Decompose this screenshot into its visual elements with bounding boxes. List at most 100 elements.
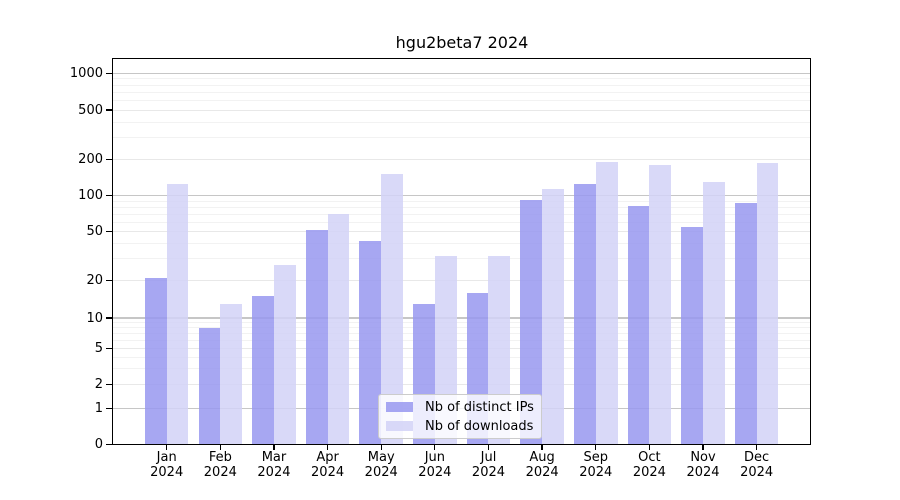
x-tick-jun (434, 444, 436, 450)
legend-label-distinct-ips: Nb of distinct IPs (425, 399, 534, 415)
legend-swatch-downloads (386, 421, 413, 431)
bar-distinct-ips-may (359, 241, 382, 445)
y-tick-label-20: 20 (86, 273, 103, 288)
bar-downloads-mar (273, 264, 296, 445)
bar-distinct-ips-dec (734, 202, 757, 445)
y-tick-label-200: 200 (78, 151, 103, 167)
x-tick-nov (702, 444, 704, 450)
bar-downloads-may (381, 173, 404, 445)
y-tick-2 (106, 383, 113, 386)
gridline-50 (113, 231, 811, 233)
gridline-minor-8 (113, 327, 811, 329)
x-tick-label-jun: Jun 2024 (418, 450, 452, 480)
bar-distinct-ips-feb (198, 327, 221, 445)
gridline-500 (113, 109, 811, 111)
bar-downloads-jan (166, 184, 189, 445)
gridline-minor-4 (113, 356, 811, 358)
bar-distinct-ips-nov (681, 226, 703, 445)
bar-distinct-ips-mar (252, 296, 274, 445)
x-tick-apr (326, 444, 329, 450)
y-tick-label-10: 10 (86, 310, 103, 326)
bar-downloads-feb (220, 303, 243, 445)
gridline-minor-7 (113, 333, 811, 335)
x-tick-dec (755, 444, 758, 450)
bar-downloads-nov (703, 181, 725, 445)
chart-title: hgu2beta7 2024 (395, 33, 529, 52)
gridline-minor-80 (113, 206, 811, 208)
gridline-major-10 (113, 317, 811, 319)
y-tick-label-2: 2 (94, 377, 103, 392)
gridline-major-100 (113, 195, 811, 197)
gridline-minor-3 (113, 368, 811, 370)
gridline-minor-900 (113, 78, 811, 80)
gridline-5 (113, 348, 811, 349)
bar-downloads-aug (542, 189, 564, 445)
x-tick-label-aug: Aug 2024 (525, 450, 559, 480)
x-tick-aug (541, 444, 543, 450)
legend-row-downloads: Nb of downloads (386, 417, 541, 436)
bar-downloads-sep (595, 162, 618, 445)
x-tick-oct (648, 444, 651, 450)
y-tick-label-0: 0 (94, 436, 103, 452)
x-tick-jan (166, 444, 168, 450)
gridline-minor-800 (113, 84, 811, 86)
y-tick-label-50: 50 (86, 224, 103, 240)
x-tick-mar (273, 444, 275, 450)
y-tick-label-1: 1 (94, 400, 103, 416)
bar-downloads-apr (327, 214, 350, 445)
y-tick-10 (106, 317, 113, 319)
y-tick-100 (106, 195, 113, 197)
y-tick-200 (106, 158, 113, 160)
x-tick-jul (487, 444, 490, 450)
x-tick-sep (595, 444, 597, 450)
x-tick-label-apr: Apr 2024 (311, 450, 345, 480)
gridline-2 (113, 384, 811, 385)
y-tick-0 (106, 443, 113, 445)
x-tick-label-may: May 2024 (364, 450, 398, 480)
gridline-20 (113, 280, 811, 281)
gridline-minor-300 (113, 136, 811, 138)
gridline-minor-6 (113, 339, 811, 341)
x-tick-may (380, 444, 382, 450)
bar-distinct-ips-sep (573, 183, 596, 445)
x-tick-label-dec: Dec 2024 (740, 450, 774, 480)
bar-distinct-ips-oct (627, 206, 650, 445)
x-tick-label-jan: Jan 2024 (150, 450, 184, 480)
gridline-minor-60 (113, 221, 811, 223)
gridline-minor-40 (113, 243, 811, 245)
x-tick-feb (219, 444, 221, 450)
gridline-minor-9 (113, 322, 811, 324)
x-tick-label-sep: Sep 2024 (579, 450, 613, 480)
y-tick-20 (106, 279, 113, 282)
legend-swatch-distinct-ips (386, 402, 413, 412)
y-tick-label-100: 100 (78, 188, 103, 204)
gridline-minor-400 (113, 121, 811, 123)
y-tick-label-1000: 1000 (69, 65, 103, 81)
x-tick-label-jul: Jul 2024 (471, 450, 506, 480)
gridline-200 (113, 158, 811, 160)
gridline-minor-600 (113, 99, 811, 101)
y-tick-1000 (106, 72, 113, 74)
legend: Nb of distinct IPs Nb of downloads (378, 394, 542, 439)
gridline-major-1000 (113, 72, 811, 74)
y-tick-label-5: 5 (94, 341, 103, 356)
bar-downloads-oct (649, 165, 672, 445)
bar-downloads-dec (756, 163, 779, 445)
gridline-minor-30 (113, 258, 811, 260)
gridline-minor-700 (113, 91, 811, 93)
legend-label-downloads: Nb of downloads (425, 418, 534, 434)
y-tick-50 (106, 231, 113, 233)
gridline-minor-70 (113, 213, 811, 215)
legend-row-distinct-ips: Nb of distinct IPs (386, 398, 541, 417)
y-tick-500 (106, 109, 113, 111)
bar-distinct-ips-jan (144, 277, 167, 445)
x-tick-label-mar: Mar 2024 (257, 450, 291, 480)
y-tick-5 (106, 347, 113, 350)
bar-distinct-ips-aug (520, 200, 543, 445)
bar-distinct-ips-apr (305, 229, 328, 445)
x-tick-label-oct: Oct 2024 (632, 450, 666, 480)
y-tick-1 (106, 407, 113, 410)
x-tick-label-feb: Feb 2024 (203, 450, 237, 480)
x-tick-label-nov: Nov 2024 (686, 450, 720, 480)
